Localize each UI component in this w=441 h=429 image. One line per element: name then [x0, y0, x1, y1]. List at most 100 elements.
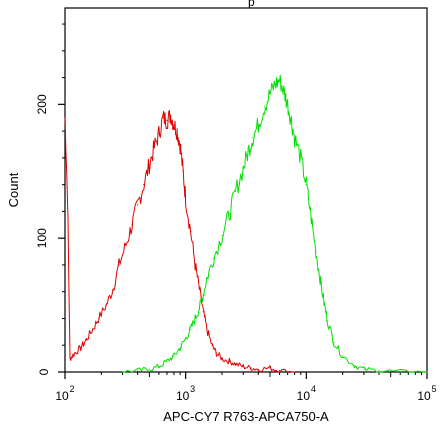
data-point	[290, 119, 292, 122]
data-point	[185, 337, 187, 340]
series-layer	[64, 74, 428, 373]
data-point	[64, 117, 66, 119]
data-point	[169, 114, 172, 116]
series-line	[121, 74, 428, 373]
plot-frame	[64, 7, 428, 373]
data-point	[194, 317, 196, 320]
data-point	[269, 367, 271, 369]
data-point	[166, 119, 168, 122]
data-point	[179, 347, 181, 349]
data-point	[137, 370, 139, 372]
x-tick-exponent: 4	[311, 384, 316, 394]
data-point	[69, 358, 71, 360]
data-point	[148, 368, 150, 370]
y-axis-title: Count	[6, 172, 21, 207]
data-point	[363, 368, 365, 370]
data-point	[153, 146, 155, 148]
data-point	[221, 358, 223, 360]
series-line	[64, 109, 296, 373]
data-point	[173, 355, 175, 357]
data-point	[198, 307, 201, 309]
data-point	[399, 371, 401, 373]
data-point	[294, 137, 296, 139]
data-point	[198, 288, 201, 290]
data-point	[176, 130, 178, 132]
data-point	[235, 190, 237, 192]
data-point	[257, 123, 259, 126]
x-tick-exponent: 3	[190, 384, 195, 394]
data-point	[166, 360, 168, 362]
data-point	[73, 352, 76, 354]
x-tick-exponent: 5	[431, 384, 436, 394]
data-point	[278, 370, 281, 372]
data-point	[326, 320, 329, 322]
data-point	[162, 117, 164, 119]
x-tick-label: 10	[297, 389, 311, 403]
data-point	[323, 301, 325, 304]
data-point	[121, 371, 124, 373]
series-trace	[64, 109, 295, 373]
data-point	[206, 328, 208, 330]
data-point	[228, 360, 230, 362]
data-point	[85, 339, 87, 341]
data-point	[158, 133, 160, 135]
data-point	[202, 293, 204, 295]
data-point	[143, 184, 145, 186]
data-point	[283, 90, 285, 92]
x-minor-ticks	[100, 372, 422, 377]
data-point	[105, 304, 107, 306]
data-point	[206, 277, 208, 279]
data-point	[250, 367, 252, 369]
data-point	[426, 371, 428, 373]
y-major-ticks: 0 100 200	[35, 94, 65, 375]
data-point	[185, 197, 187, 199]
data-point	[173, 123, 175, 126]
data-point	[80, 347, 82, 349]
y-tick-label: 0	[37, 368, 51, 375]
data-point	[247, 150, 249, 152]
data-point	[179, 143, 181, 146]
x-tick-exponent: 2	[69, 384, 74, 394]
data-point	[228, 213, 230, 215]
data-point	[319, 277, 321, 279]
y-tick-label: 200	[35, 94, 49, 114]
data-point	[242, 366, 244, 368]
data-point	[353, 364, 355, 366]
data-point	[252, 137, 254, 139]
data-point	[112, 288, 114, 290]
data-point	[278, 79, 281, 81]
data-point	[310, 217, 312, 219]
x-axis-title: APC-CY7 R763-APCA750-A	[163, 409, 329, 424]
x-tick-label: 10	[417, 389, 431, 403]
data-point	[92, 328, 94, 330]
series-trace	[122, 74, 427, 373]
data-point	[211, 344, 213, 346]
data-point	[190, 328, 192, 330]
data-point	[118, 264, 120, 266]
data-point	[221, 234, 223, 237]
x-tick-label: 10	[55, 389, 69, 403]
data-point	[263, 106, 266, 108]
data-point	[137, 204, 139, 206]
data-point	[182, 170, 184, 172]
data-point	[315, 250, 317, 253]
data-point	[294, 371, 296, 373]
data-point	[190, 230, 192, 233]
data-point	[235, 363, 237, 365]
data-point	[131, 224, 133, 226]
data-point	[98, 317, 100, 320]
data-point	[242, 167, 244, 170]
data-point	[342, 355, 344, 357]
data-point	[274, 83, 276, 85]
data-point	[125, 244, 127, 246]
data-point	[158, 366, 160, 368]
data-point	[257, 368, 259, 370]
data-point	[300, 157, 302, 159]
x-tick-label: 10	[176, 389, 190, 403]
data-point	[148, 163, 150, 166]
x-major-ticks: 10 2 10 3 10 4 10 5	[55, 372, 437, 403]
chart-title-fragment: p	[248, 0, 255, 9]
data-point	[333, 341, 335, 344]
y-tick-label: 100	[35, 228, 49, 248]
